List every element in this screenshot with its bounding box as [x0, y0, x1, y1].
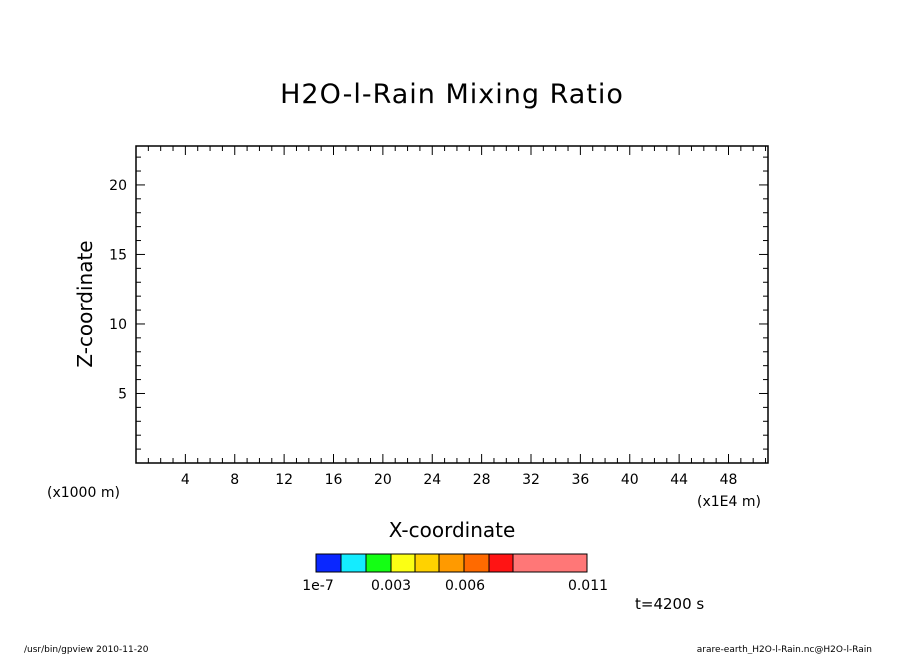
colorbar-swatch — [365, 553, 392, 573]
colorbar-swatch — [315, 553, 342, 573]
x-tick-label: 24 — [423, 472, 441, 488]
x-tick-label: 48 — [720, 472, 738, 488]
colorbar-swatch — [463, 553, 490, 573]
colorbar-label: 0.011 — [568, 578, 608, 594]
colorbar-swatch — [512, 553, 588, 573]
colorbar-swatch — [488, 553, 514, 573]
y-tick-label: 20 — [109, 178, 127, 194]
colorbar-labels: 1e-7 0.003 0.006 0.011 — [302, 578, 608, 594]
x-tick-label: 40 — [621, 472, 639, 488]
x-tick-label: 32 — [522, 472, 540, 488]
y-tick-label: 15 — [109, 247, 127, 263]
y-unit-label: (x1000 m) — [47, 485, 120, 501]
x-tick-label: 12 — [275, 472, 293, 488]
colorbar-swatch — [340, 553, 367, 573]
colorbar-label: 1e-7 — [302, 578, 333, 594]
colorbar-swatch — [414, 553, 440, 573]
colorbar — [315, 553, 588, 573]
x-tick-label: 8 — [230, 472, 239, 488]
x-tick-label: 36 — [571, 472, 589, 488]
y-tick-label: 10 — [109, 317, 127, 333]
x-axis-title: X-coordinate — [389, 518, 516, 542]
y-axis-title: Z-coordinate — [73, 240, 97, 367]
colorbar-swatch — [390, 553, 416, 573]
y-tick-label: 5 — [118, 386, 127, 402]
x-tick-label: 28 — [473, 472, 491, 488]
x-tick-label: 44 — [670, 472, 688, 488]
colorbar-label: 0.006 — [445, 578, 485, 594]
x-tick-label: 16 — [325, 472, 343, 488]
colorbar-swatch — [438, 553, 465, 573]
x-tick-label: 20 — [374, 472, 392, 488]
footer-left: /usr/bin/gpview 2010-11-20 — [24, 645, 149, 654]
footer-right: arare-earth_H2O-l-Rain.nc@H2O-l-Rain — [697, 645, 872, 654]
plot-area — [135, 145, 769, 464]
axis-ticks — [136, 146, 768, 463]
x-unit-label: (x1E4 m) — [697, 494, 761, 510]
chart-title: H2O-l-Rain Mixing Ratio — [280, 79, 624, 110]
colorbar-label: 0.003 — [371, 578, 411, 594]
x-tick-labels: 4 8 12 16 20 24 28 32 36 40 44 48 — [181, 472, 738, 488]
x-tick-label: 4 — [181, 472, 190, 488]
y-tick-labels: 5 10 15 20 — [109, 178, 127, 403]
time-label: t=4200 s — [635, 595, 704, 613]
